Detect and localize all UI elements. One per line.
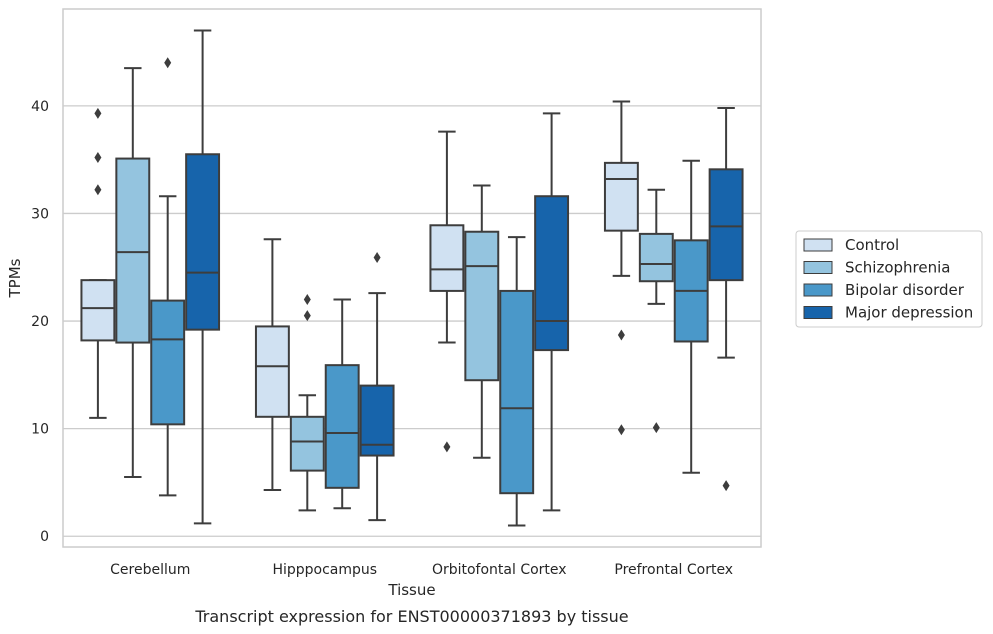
iqr-box	[429, 224, 465, 292]
iqr-box	[499, 289, 535, 495]
box-schizophrenia	[115, 67, 151, 479]
box-schizophrenia	[464, 184, 500, 459]
x-tick-label: Orbitofontal Cortex	[432, 562, 567, 578]
iqr-box	[254, 325, 290, 418]
iqr-box	[185, 153, 221, 331]
boxes	[80, 29, 744, 527]
iqr-box	[115, 157, 151, 344]
box-major-depression	[708, 106, 744, 492]
box-schizophrenia	[289, 294, 325, 512]
legend-label: Schizophrenia	[845, 259, 950, 277]
outlier-point	[303, 294, 311, 306]
box-major-depression	[534, 112, 570, 512]
iqr-box	[150, 299, 186, 426]
box-control	[429, 130, 465, 453]
outlier-point	[303, 310, 311, 322]
y-axis-label: TPMs	[6, 258, 24, 298]
iqr-box	[638, 232, 674, 283]
box-bipolar-disorder	[150, 57, 186, 497]
chart-caption: Transcript expression for ENST0000037189…	[194, 607, 628, 626]
x-tick-label: Prefrontal Cortex	[614, 562, 733, 578]
x-tick-label: Cerebellum	[110, 562, 190, 578]
legend-label: Control	[845, 236, 899, 254]
x-axis-label: Tissue	[387, 581, 435, 599]
iqr-box	[80, 279, 116, 342]
box-schizophrenia	[638, 188, 674, 434]
box-control	[80, 107, 116, 419]
outlier-point	[164, 57, 172, 69]
y-tick-label: 10	[31, 422, 49, 438]
outlier-point	[443, 441, 451, 453]
iqr-box	[708, 168, 744, 282]
outlier-point	[94, 184, 102, 196]
box-major-depression	[185, 29, 221, 525]
outlier-point	[617, 329, 625, 341]
y-tick-label: 0	[40, 529, 49, 545]
legend-swatch	[803, 283, 833, 297]
legend: Control Schizophrenia Bipolar disorder Majo…	[795, 230, 983, 328]
iqr-box	[289, 415, 325, 472]
y-tick-label: 20	[31, 314, 49, 330]
legend-swatch	[803, 238, 833, 252]
x-tick-label: Hipppocampus	[272, 562, 377, 578]
plot-frame	[62, 8, 762, 548]
y-tick-label: 30	[31, 206, 49, 222]
box-control	[254, 238, 290, 491]
outlier-point	[373, 252, 381, 264]
outlier-point	[94, 107, 102, 119]
box-bipolar-disorder	[324, 298, 360, 510]
box-bipolar-disorder	[673, 159, 709, 474]
legend-label: Bipolar disorder	[845, 281, 965, 299]
outlier-point	[652, 422, 660, 434]
legend-swatch	[803, 261, 833, 274]
outlier-point	[617, 424, 625, 436]
iqr-box	[534, 195, 570, 352]
legend-frame	[795, 230, 983, 328]
iqr-box	[464, 230, 500, 382]
y-axis-ticks: 0 10 20 30 40	[31, 99, 49, 545]
legend-swatch	[803, 306, 833, 319]
box-bipolar-disorder	[499, 236, 535, 527]
iqr-box	[324, 364, 360, 489]
outlier-point	[722, 480, 730, 492]
box-control	[603, 100, 639, 436]
x-axis-ticks: Cerebellum Hipppocampus Orbitofontal Corte…	[110, 562, 733, 578]
y-tick-label: 40	[31, 99, 49, 115]
outlier-point	[94, 151, 102, 163]
box-major-depression	[359, 252, 395, 522]
legend-label: Major depression	[845, 304, 973, 322]
iqr-box	[603, 161, 639, 232]
